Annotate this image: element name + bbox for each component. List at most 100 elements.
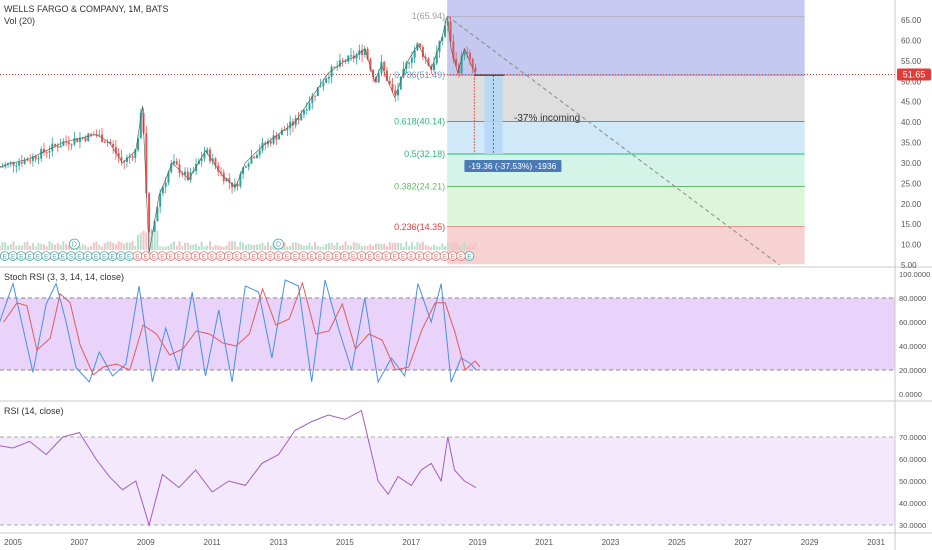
candle-body bbox=[156, 206, 159, 222]
candle-body bbox=[341, 60, 344, 62]
volume-bar bbox=[421, 241, 424, 250]
earnings-marker-label: E bbox=[359, 254, 364, 261]
volume-bar bbox=[338, 245, 341, 250]
earnings-marker-label: E bbox=[210, 254, 215, 261]
volume-bar bbox=[388, 242, 391, 250]
rsi-tick-label: 70.0000 bbox=[899, 433, 926, 442]
time-tick-label: 2031 bbox=[867, 538, 885, 547]
time-axis-ticks: 2005 2007 2009 2011 2013 2015 2017 2019 2021 2023… bbox=[4, 538, 885, 547]
candle-body bbox=[217, 165, 220, 172]
candle-body bbox=[430, 65, 433, 70]
volume-bar bbox=[54, 244, 57, 250]
volume-bar bbox=[225, 245, 228, 250]
earnings-marker-label: E bbox=[318, 254, 323, 261]
volume-bar bbox=[305, 245, 308, 250]
earnings-marker-label: E bbox=[227, 254, 232, 261]
candle-body bbox=[208, 149, 211, 162]
price-range-measure[interactable]: -19.36 (-37.53%) -1936 bbox=[464, 74, 562, 173]
stoch-rsi-title: Stoch RSI (3, 3, 14, 14, close) bbox=[4, 272, 124, 282]
candle-body bbox=[319, 86, 322, 88]
candle-body bbox=[333, 66, 336, 68]
annotation-text[interactable]: -37% incoming bbox=[514, 113, 580, 124]
earnings-marker-label: E bbox=[168, 254, 173, 261]
candle-body bbox=[421, 47, 424, 58]
earnings-marker-label: E bbox=[235, 254, 240, 261]
dividend-marker[interactable] bbox=[273, 238, 284, 250]
earnings-marker-label: E bbox=[368, 254, 373, 261]
candle-body bbox=[247, 163, 250, 167]
candle-body bbox=[302, 110, 305, 115]
volume-bar bbox=[167, 245, 170, 250]
candle-body bbox=[18, 162, 21, 166]
candle-body bbox=[125, 157, 128, 162]
volume-bar bbox=[430, 246, 433, 250]
candle-body bbox=[67, 142, 70, 145]
volume-bar bbox=[457, 244, 460, 250]
candle-body bbox=[7, 163, 10, 165]
volume-bar bbox=[244, 245, 247, 250]
volume-bar bbox=[444, 245, 447, 250]
dividend-marker[interactable] bbox=[69, 238, 80, 250]
earnings-marker-label: E bbox=[268, 254, 273, 261]
fib-zone bbox=[447, 186, 805, 227]
time-tick-label: 2009 bbox=[137, 538, 155, 547]
volume-bar bbox=[12, 241, 15, 250]
earnings-marker-label: E bbox=[376, 254, 381, 261]
earnings-marker-label: E bbox=[127, 254, 132, 261]
volume-bar bbox=[383, 243, 386, 250]
candle-body bbox=[200, 158, 203, 162]
candle-body bbox=[419, 43, 422, 48]
volume-bar bbox=[203, 246, 206, 250]
volume-bar bbox=[131, 241, 134, 250]
candle-body bbox=[0, 167, 1, 168]
volume-bar bbox=[283, 242, 286, 250]
volume-bar bbox=[29, 245, 32, 250]
volume-bar bbox=[372, 245, 375, 250]
volume-bar bbox=[408, 246, 411, 250]
volume-bar bbox=[308, 242, 311, 250]
earnings-marker-label: E bbox=[276, 254, 281, 261]
candle-body bbox=[361, 50, 364, 55]
volume-bar bbox=[336, 242, 339, 250]
candle-body bbox=[148, 193, 151, 250]
volume-bar bbox=[7, 245, 10, 250]
volume-bar bbox=[117, 241, 120, 250]
dividend-marker-label: D bbox=[276, 242, 281, 249]
volume-bar bbox=[297, 243, 300, 250]
candle-body bbox=[468, 52, 471, 59]
trend-line[interactable] bbox=[447, 15, 781, 266]
volume-bar bbox=[402, 246, 405, 250]
volume-bar bbox=[98, 244, 101, 250]
last-price-value: 51.65 bbox=[903, 70, 926, 80]
candle-body bbox=[161, 186, 164, 194]
volume-bar bbox=[150, 234, 153, 250]
candle-body bbox=[336, 66, 339, 68]
time-tick-label: 2027 bbox=[734, 538, 752, 547]
volume-bar bbox=[366, 246, 369, 250]
stoch-k-line bbox=[0, 279, 477, 384]
volume-bar bbox=[435, 246, 438, 250]
candle-body bbox=[314, 95, 317, 97]
rsi-band-fill bbox=[0, 437, 895, 525]
volume-bar bbox=[250, 244, 253, 250]
volume-bar bbox=[432, 244, 435, 250]
earnings-marker-label: E bbox=[135, 254, 140, 261]
price-tick-label: 55.00 bbox=[901, 57, 922, 66]
candle-body bbox=[344, 60, 347, 62]
candle-body bbox=[128, 156, 131, 158]
candle-body bbox=[471, 58, 474, 68]
volume-bar bbox=[327, 242, 330, 250]
volume-bar bbox=[463, 242, 466, 250]
volume-bar bbox=[159, 246, 162, 250]
candle-body bbox=[56, 145, 59, 148]
candle-body bbox=[297, 117, 300, 121]
earnings-marker-label: E bbox=[3, 254, 8, 261]
stoch-tick-label: 100.0000 bbox=[899, 270, 930, 279]
volume-bar bbox=[424, 244, 427, 250]
earnings-marker[interactable] bbox=[464, 251, 475, 261]
volume-bar bbox=[247, 243, 250, 250]
price-tick-label: 10.00 bbox=[901, 241, 922, 250]
candle-body bbox=[286, 128, 289, 131]
earnings-marker-label: E bbox=[193, 254, 198, 261]
volume-bar bbox=[394, 242, 397, 250]
